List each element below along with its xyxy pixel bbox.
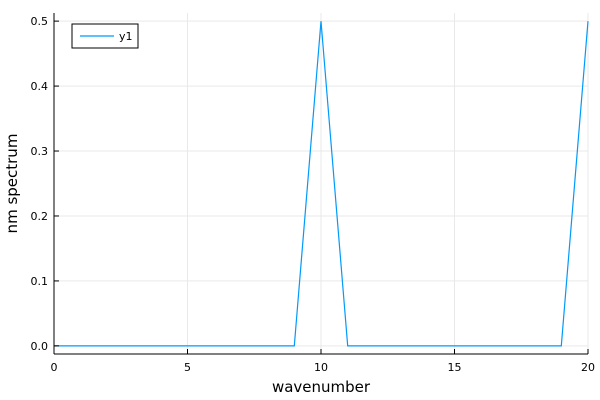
x-tick-label: 5 (184, 361, 191, 374)
y-axis-label: nm spectrum (3, 134, 21, 234)
legend-label-y1: y1 (119, 30, 133, 43)
legend: y1 (71, 23, 139, 49)
y-tick-label: 0.4 (31, 80, 49, 93)
y-tick-label: 0.5 (31, 15, 49, 28)
grid (53, 13, 589, 354)
x-tick-label: 0 (51, 361, 58, 374)
y-tick-label: 0.3 (31, 145, 49, 158)
y-ticks: 0.0 0.1 0.2 0.3 0.4 0.5 (31, 15, 59, 353)
x-tick-label: 10 (314, 361, 328, 374)
x-tick-label: 20 (581, 361, 595, 374)
y-tick-label: 0.1 (31, 275, 49, 288)
series-layer (54, 21, 589, 347)
x-tick-label: 15 (448, 361, 462, 374)
x-ticks: 0 5 10 15 20 (51, 349, 595, 374)
y-tick-label: 0.2 (31, 210, 49, 223)
series-line-y1 (54, 21, 589, 347)
x-axis-label: wavenumber (272, 378, 371, 396)
y-tick-label: 0.0 (31, 340, 49, 353)
